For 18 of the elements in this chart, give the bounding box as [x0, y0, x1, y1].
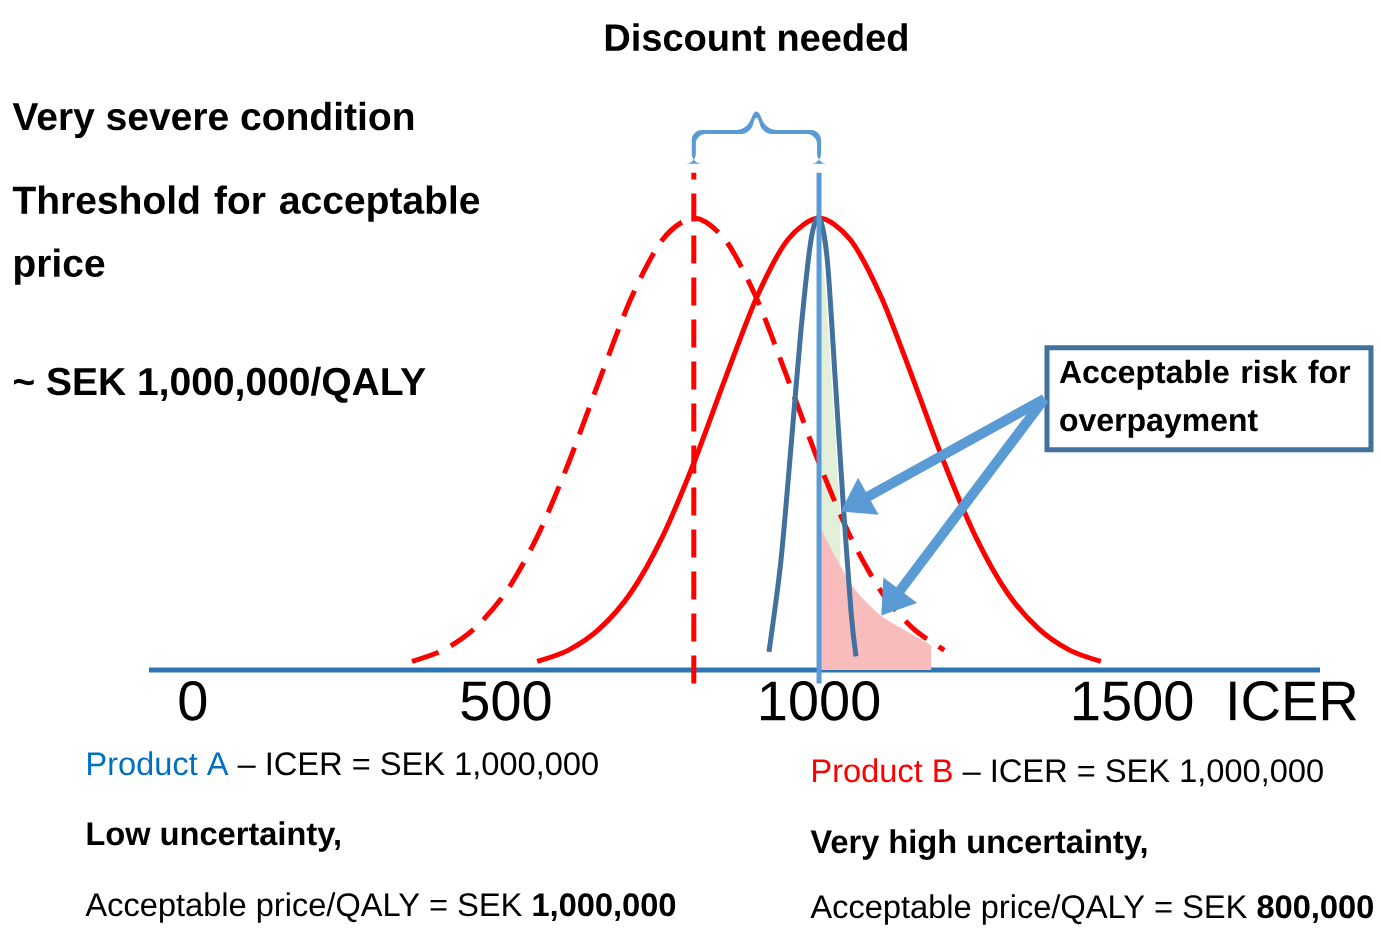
annotation: ~ SEK 1,000,000/QALY: [13, 366, 426, 403]
x-tick-label: 1500: [1074, 681, 1193, 721]
annotation: Acceptable risk for overpayment: [1059, 359, 1351, 438]
x-tick-label: 1000: [761, 681, 880, 721]
text: Very severe condition: [12, 101, 414, 139]
chart-title: Discount needed: [605, 23, 907, 52]
text: Very high uncertainty,: [810, 829, 1147, 860]
text: Acceptable price/QALY = SEK 800,000: [810, 894, 1373, 925]
x-tick-label: 500: [461, 681, 551, 721]
text: – ICER = SEK 1,000,000: [962, 759, 1323, 787]
text: Product B: [813, 758, 952, 783]
text: Product A: [88, 751, 229, 776]
text: Acceptable price/QALY = SEK 1,000,000: [85, 892, 676, 923]
x-axis-title: ICER: [1230, 681, 1357, 721]
x-tick-label: 0: [179, 681, 207, 721]
text: Low uncertainty,: [87, 821, 340, 852]
text: – ICER = SEK 1,000,000: [237, 752, 598, 780]
annotation: Threshold for acceptable price: [12, 185, 480, 285]
